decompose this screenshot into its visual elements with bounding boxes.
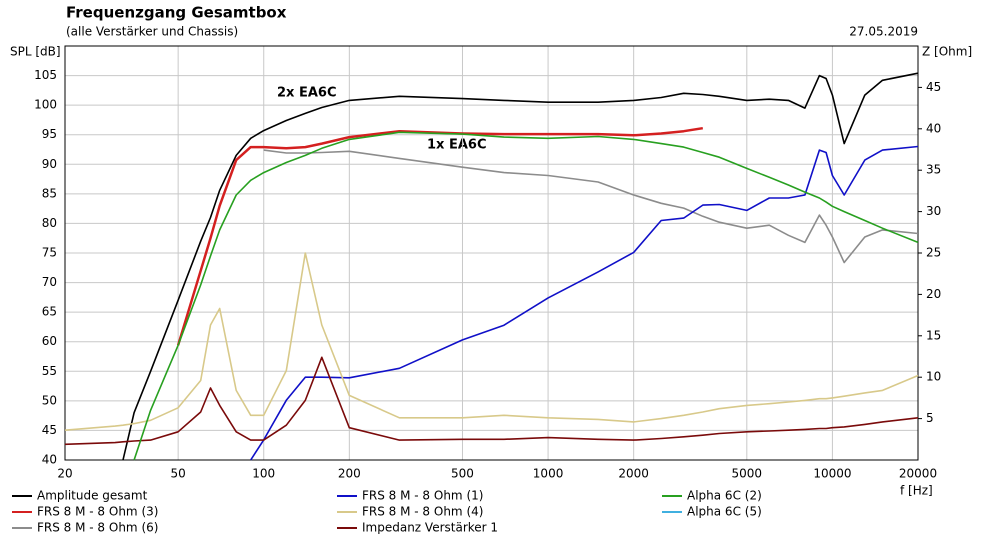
legend-label: FRS 8 M - 8 Ohm (4): [362, 505, 483, 519]
y2-tick-label: 40: [926, 121, 941, 135]
y-tick-label: 75: [42, 246, 57, 260]
legend-label: Alpha 6C (5): [687, 505, 762, 519]
x-tick-label: 500: [451, 467, 474, 481]
y-tick-label: 90: [42, 157, 57, 171]
y-tick-label: 95: [42, 127, 57, 141]
y2-tick-label: 45: [926, 80, 941, 94]
chart-title: Frequenzgang Gesamtbox: [66, 4, 287, 22]
series-line: [64, 252, 919, 431]
y-tick-label: 60: [42, 334, 57, 348]
y2-tick-label: 15: [926, 328, 941, 342]
y2-axis-label: Z [Ohm]: [922, 45, 972, 59]
y-tick-label: 85: [42, 186, 57, 200]
x-tick-label: 1000: [533, 467, 564, 481]
chart-date: 27.05.2019: [849, 25, 918, 39]
legend-label: Amplitude gesamt: [37, 489, 148, 503]
y2-tick-label: 35: [926, 163, 941, 177]
legend-label: Impedanz Verstärker 1: [362, 521, 498, 535]
y-tick-label: 50: [42, 393, 57, 407]
x-axis-label: f [Hz]: [900, 484, 933, 498]
x-tick-label: 5000: [732, 467, 763, 481]
legend-label: FRS 8 M - 8 Ohm (6): [37, 521, 158, 535]
y2-tick-label: 10: [926, 370, 941, 384]
plot-frame: [64, 45, 919, 461]
series-line: [263, 149, 919, 264]
y-tick-label: 65: [42, 305, 57, 319]
series-line: [64, 356, 919, 446]
series-line: [250, 145, 919, 461]
series-line: [122, 72, 919, 461]
y-tick-label: 70: [42, 275, 57, 289]
y-tick-label: 100: [34, 98, 57, 112]
y-tick-label: 40: [42, 453, 57, 467]
y2-tick-label: 5: [926, 411, 934, 425]
x-tick-label: 50: [171, 467, 186, 481]
x-tick-label: 20: [57, 467, 72, 481]
series-line: [176, 126, 703, 346]
x-tick-label: 2000: [618, 467, 649, 481]
y2-tick-label: 25: [926, 246, 941, 260]
legend-label: Alpha 6C (2): [687, 489, 762, 503]
y-tick-label: 80: [42, 216, 57, 230]
legend-label: FRS 8 M - 8 Ohm (1): [362, 489, 483, 503]
chart-subtitle: (alle Verstärker und Chassis): [66, 25, 238, 39]
y-tick-label: 55: [42, 364, 57, 378]
annotation: 2x EA6C: [277, 86, 336, 101]
series-line: [133, 131, 919, 461]
x-tick-label: 20000: [899, 467, 937, 481]
y-tick-label: 105: [34, 68, 57, 82]
x-tick-label: 100: [252, 467, 275, 481]
annotation: 1x EA6C: [427, 138, 486, 153]
y-tick-label: 45: [42, 423, 57, 437]
y-axis-label: SPL [dB]: [10, 45, 61, 59]
legend-label: FRS 8 M - 8 Ohm (3): [37, 505, 158, 519]
y2-tick-label: 20: [926, 287, 941, 301]
x-tick-label: 200: [338, 467, 361, 481]
x-tick-label: 10000: [813, 467, 851, 481]
y2-tick-label: 30: [926, 204, 941, 218]
